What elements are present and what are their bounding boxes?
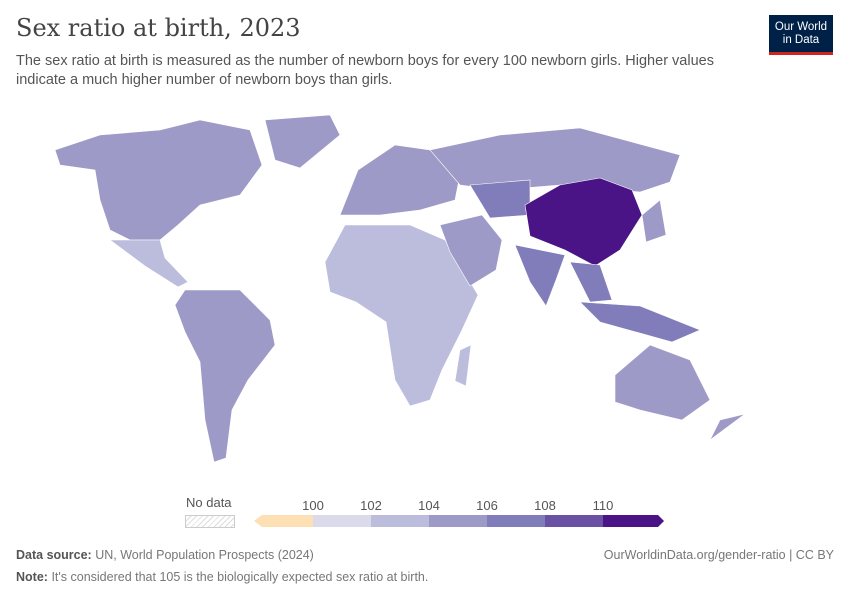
region-australia[interactable]: Australia [614, 344, 711, 421]
note: Note: It's considered that 105 is the bi… [16, 570, 428, 584]
legend-bin-below-100[interactable] [254, 515, 313, 527]
source-url[interactable]: OurWorldinData.org/gender-ratio | CC BY [603, 548, 834, 562]
legend-bin-100-102[interactable] [313, 515, 371, 527]
subtitle: The sex ratio at birth is measured as th… [16, 53, 714, 88]
owid-logo[interactable]: Our World in Data [769, 15, 833, 55]
region-greenland[interactable]: Greenland [264, 114, 341, 169]
page-title: Sex ratio at birth, 2023 [16, 14, 301, 42]
region-india[interactable]: India [514, 244, 566, 307]
region-middle-east[interactable]: Middle East [439, 214, 503, 287]
logo-line1: Our World [774, 20, 828, 33]
region-mexico-and-central-america[interactable]: Mexico and Central America [109, 239, 189, 288]
region-china[interactable]: China [524, 177, 643, 267]
no-data-label: No data [186, 495, 232, 510]
source-label: Data source: [16, 548, 92, 562]
legend: No data 100 102 104 106 108 110 [0, 495, 850, 535]
region-indonesia[interactable]: Indonesia [579, 301, 701, 343]
region-southeast-asia[interactable]: Southeast Asia [569, 261, 613, 303]
source-text[interactable]: UN, World Population Prospects (2024) [95, 548, 314, 562]
world-map: North AmericaGreenland Mexico and Central… [54, 114, 746, 463]
legend-bin-104-106[interactable] [429, 515, 487, 527]
logo-line2: in Data [782, 33, 820, 46]
region-central-asia[interactable]: Central Asia [469, 179, 531, 219]
region-new-zealand[interactable]: New Zealand [709, 413, 746, 441]
no-data-swatch [185, 515, 235, 528]
note-text: It's considered that 105 is the biologic… [51, 570, 429, 584]
legend-tick: 108 [534, 498, 556, 513]
legend-tick: 110 [592, 498, 614, 513]
legend-bin-106-108[interactable] [487, 515, 545, 527]
legend-tick: 102 [360, 498, 382, 513]
legend-bin-108-110[interactable] [545, 515, 603, 527]
legend-tick: 100 [302, 498, 324, 513]
region-south-america[interactable]: South America [174, 289, 276, 463]
legend-tick: 104 [418, 498, 440, 513]
data-source: Data source: UN, World Population Prospe… [16, 548, 314, 562]
region-africa[interactable]: Africa [324, 224, 479, 407]
legend-bin-102-104[interactable] [371, 515, 429, 527]
legend-tick: 106 [476, 498, 498, 513]
region-north-america[interactable]: North America [54, 119, 263, 241]
region-japan[interactable]: Japan [641, 199, 667, 243]
legend-bin-above-110[interactable] [603, 515, 664, 527]
note-label: Note: [16, 570, 48, 584]
region-madagascar[interactable]: Madagascar [454, 344, 472, 387]
region-russia[interactable]: Russia [429, 127, 681, 193]
